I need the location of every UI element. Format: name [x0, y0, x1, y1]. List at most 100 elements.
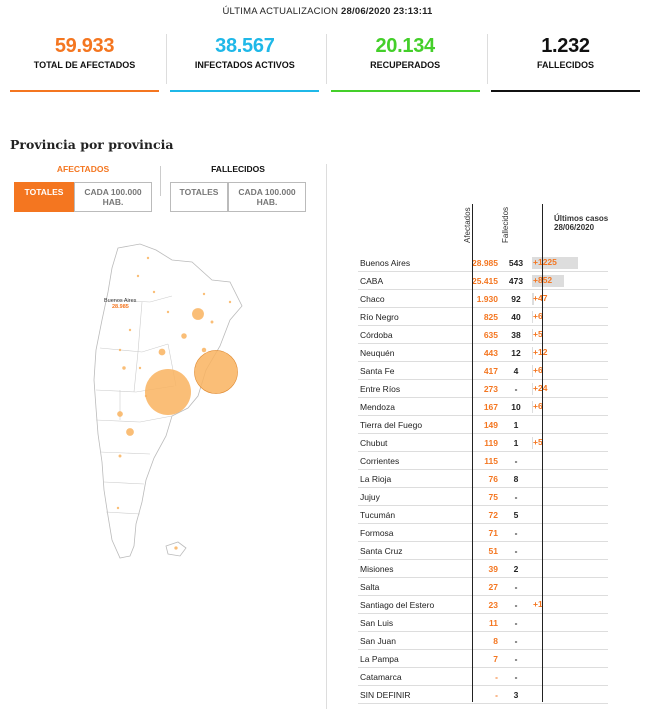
ultimos-value: +6: [533, 364, 543, 375]
map-bubble[interactable]: [144, 394, 148, 398]
stat-value: 38.567: [215, 35, 275, 57]
map-bubble[interactable]: [174, 546, 178, 550]
map-bubble[interactable]: [210, 320, 214, 324]
stat-fallecidos: 1.232 FALLECIDOS: [490, 34, 640, 92]
ultimos-bar: [532, 382, 533, 395]
table-row: Santa Cruz 51 -: [358, 542, 608, 560]
province-name: Santiago del Estero: [360, 599, 435, 610]
map-bubble[interactable]: [152, 290, 156, 294]
ultimos-cell: +5: [530, 434, 608, 452]
table-row: La Pampa 7 -: [358, 650, 608, 668]
map-bubble[interactable]: [118, 348, 122, 352]
map-bubble[interactable]: [145, 369, 191, 415]
stat-label: TOTAL DE AFECTADOS: [33, 60, 136, 70]
ultimos-value: +5: [533, 328, 543, 339]
filter-header-fallecidos: FALLECIDOS: [211, 164, 265, 174]
table-row: Río Negro 825 40 +6: [358, 308, 608, 326]
fallecidos-value: 5: [513, 509, 519, 520]
map-bubble[interactable]: [146, 256, 150, 260]
afectados-value: 76: [488, 473, 498, 484]
fallecidos-value: -: [514, 383, 518, 394]
map-bubble[interactable]: [126, 428, 134, 436]
afectados-column-line: [472, 204, 473, 702]
afectados-value: 28.985: [472, 257, 498, 268]
stat-infectados-activos: 38.567 INFECTADOS ACTIVOS: [170, 34, 328, 92]
column-header-afectados: Afectados: [463, 207, 482, 244]
ultimos-value: +6: [533, 310, 543, 321]
map-bubble[interactable]: [158, 348, 166, 356]
fallecidos-value: 92: [511, 293, 521, 304]
map-bubble[interactable]: [194, 350, 238, 394]
afectados-value: -: [495, 671, 498, 682]
province-name: Tucumán: [360, 509, 396, 520]
fallecidos-totales-button[interactable]: TOTALES: [170, 182, 228, 212]
map-bubble[interactable]: [136, 274, 140, 278]
map-bubble[interactable]: [118, 454, 122, 458]
table-row: Santa Fe 417 4 +6: [358, 362, 608, 380]
ultimos-cell: +1225: [530, 254, 608, 272]
afectados-per-capita-button[interactable]: CADA 100.000 HAB.: [74, 182, 152, 212]
province-name: Misiones: [360, 563, 394, 574]
map-bubble[interactable]: [116, 506, 120, 510]
fallecidos-value: -: [514, 671, 518, 682]
fallecidos-value: 2: [513, 563, 519, 574]
table-row: Buenos Aires 28.985 543 +1225: [358, 254, 608, 272]
map-bubble[interactable]: [138, 366, 142, 370]
stat-value: 20.134: [375, 35, 435, 57]
ultimos-cell: +5: [530, 326, 608, 344]
ultimos-cell: +6: [530, 362, 608, 380]
fallecidos-value: 4: [513, 365, 519, 376]
ultimos-value: +1225: [533, 256, 557, 267]
map-bubble[interactable]: [128, 328, 132, 332]
fallecidos-value: -: [514, 635, 518, 646]
map-bubble[interactable]: [202, 292, 206, 296]
fallecidos-value: 543: [508, 257, 524, 268]
map-bubble[interactable]: [122, 366, 126, 370]
map-bubble[interactable]: [181, 333, 187, 339]
table-row: SIN DEFINIR - 3: [358, 686, 608, 704]
afectados-value: 149: [483, 419, 498, 430]
fallecidos-value: 1: [513, 419, 519, 430]
ultimos-cell: +47: [530, 290, 608, 308]
province-borders: [95, 295, 177, 515]
map-bubble[interactable]: [201, 347, 207, 353]
afectados-value: 7: [493, 653, 498, 664]
fallecidos-value: -: [514, 599, 518, 610]
table-row: Misiones 39 2: [358, 560, 608, 578]
table-row: La Rioja 76 8: [358, 470, 608, 488]
stats-bar: 59.933 TOTAL DE AFECTADOS 38.567 INFECTA…: [10, 34, 640, 92]
fallecidos-per-capita-button[interactable]: CADA 100.000 HAB.: [228, 182, 306, 212]
fallecidos-value: -: [514, 527, 518, 538]
afectados-value: 39: [488, 563, 498, 574]
province-name: San Juan: [360, 635, 396, 646]
filter-group-afectados: AFECTADOS TOTALES CADA 100.000 HAB.: [14, 164, 152, 212]
afectados-value: 115: [484, 455, 498, 466]
map-bubble[interactable]: [228, 300, 232, 304]
section-title: Provincia por provincia: [10, 137, 174, 152]
table-row: Entre Ríos 273 - +24: [358, 380, 608, 398]
afectados-value: 23: [488, 599, 498, 610]
filter-group-fallecidos: FALLECIDOS TOTALES CADA 100.000 HAB.: [170, 164, 306, 212]
table-row: Jujuy 75 -: [358, 488, 608, 506]
stat-value: 1.232: [541, 35, 590, 57]
afectados-totales-button[interactable]: TOTALES: [14, 182, 74, 212]
province-name: Neuquén: [360, 347, 395, 358]
afectados-value: 417: [483, 365, 498, 376]
argentina-bubble-map[interactable]: Buenos Aires 28.985: [80, 240, 260, 570]
map-bubble[interactable]: [192, 308, 204, 320]
filter-header-afectados: AFECTADOS: [56, 164, 110, 174]
fallecidos-value: 10: [511, 401, 521, 412]
afectados-value: 635: [483, 329, 498, 340]
last-update-label: ÚLTIMA ACTUALIZACION: [222, 6, 339, 17]
table-row: Salta 27 -: [358, 578, 608, 596]
afectados-value: 825: [483, 311, 498, 322]
table-row: Tierra del Fuego 149 1: [358, 416, 608, 434]
table-row: Chubut 119 1 +5: [358, 434, 608, 452]
province-name: La Rioja: [360, 473, 392, 484]
afectados-value: 1.930: [476, 293, 498, 304]
map-bubble[interactable]: [117, 411, 123, 417]
ultimos-cell: +6: [530, 308, 608, 326]
map-bubble[interactable]: [166, 310, 170, 314]
table-row: Chaco 1.930 92 +47: [358, 290, 608, 308]
